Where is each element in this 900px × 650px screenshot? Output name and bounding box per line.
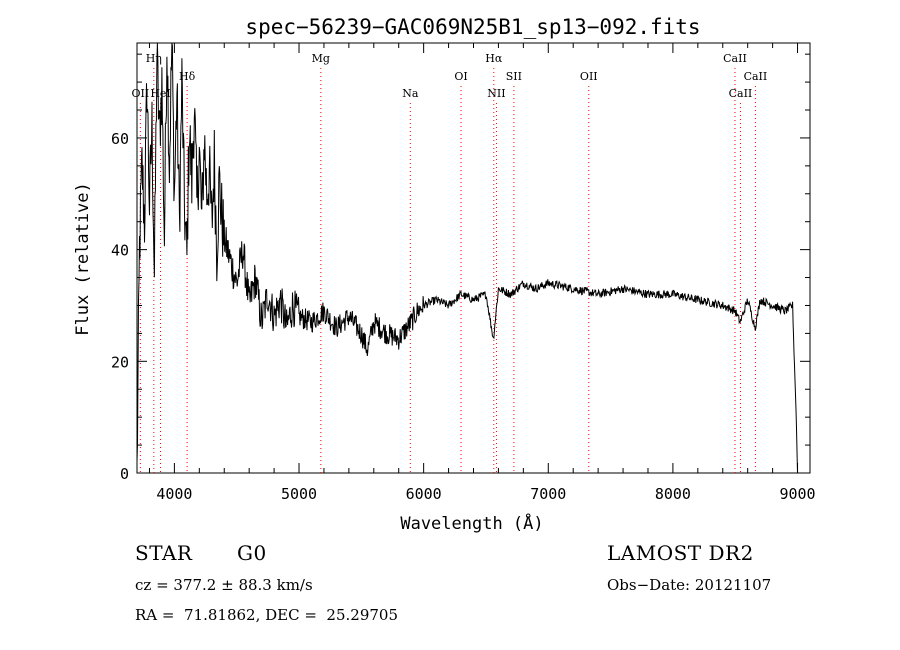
line-marker-label: HeI bbox=[150, 87, 170, 100]
line-marker-label: Na bbox=[402, 87, 419, 100]
line-marker-label: CaII bbox=[729, 87, 753, 100]
line-marker-label: OII bbox=[132, 87, 150, 100]
line-marker-label: Hα bbox=[485, 52, 503, 65]
y-tick-label: 40 bbox=[111, 242, 129, 260]
spectrum-line bbox=[136, 42, 798, 474]
x-tick-label: 8000 bbox=[655, 485, 691, 503]
line-marker-label: NII bbox=[487, 87, 505, 100]
observation-date: Obs−Date: 20121107 bbox=[607, 576, 772, 594]
chart-title: spec−56239−GAC069N25B1_sp13−092.fits bbox=[245, 15, 700, 39]
line-marker-label: Mg bbox=[312, 52, 330, 65]
object-subclass: G0 bbox=[237, 541, 267, 565]
line-marker-label: OI bbox=[454, 70, 467, 83]
y-axis-label-group: Flux (relative) bbox=[73, 182, 93, 336]
y-axis-label: Flux (relative) bbox=[73, 182, 93, 336]
x-axis-label: Wavelength (Å) bbox=[400, 512, 543, 534]
line-marker-label: CaII bbox=[723, 52, 747, 65]
x-tick-label: 6000 bbox=[406, 485, 442, 503]
object-class: STAR bbox=[135, 541, 193, 565]
coordinates: RA = 71.81862, DEC = 25.29705 bbox=[135, 606, 399, 624]
x-tick-label: 7000 bbox=[530, 485, 566, 503]
x-tick-label: 4000 bbox=[156, 485, 192, 503]
axis-ticks: 4000 5000 6000 7000 8000 9000 0 20 40 60 bbox=[111, 43, 816, 503]
line-marker-label: SII bbox=[506, 70, 522, 83]
line-marker-label: Hη bbox=[146, 52, 162, 65]
y-tick-label: 60 bbox=[111, 130, 129, 148]
y-tick-label: 20 bbox=[111, 353, 129, 371]
plot-frame bbox=[136, 42, 811, 474]
survey-name: LAMOST DR2 bbox=[607, 541, 754, 565]
spectrum-series bbox=[136, 42, 798, 474]
line-marker-label: OII bbox=[580, 70, 598, 83]
x-tick-label: 9000 bbox=[779, 485, 815, 503]
line-marker-label: Hδ bbox=[179, 70, 196, 83]
x-tick-label: 5000 bbox=[281, 485, 317, 503]
line-marker-label: CaII bbox=[744, 70, 768, 83]
redshift-velocity: cz = 377.2 ± 88.3 km/s bbox=[135, 576, 313, 594]
y-tick-label: 0 bbox=[120, 465, 129, 483]
